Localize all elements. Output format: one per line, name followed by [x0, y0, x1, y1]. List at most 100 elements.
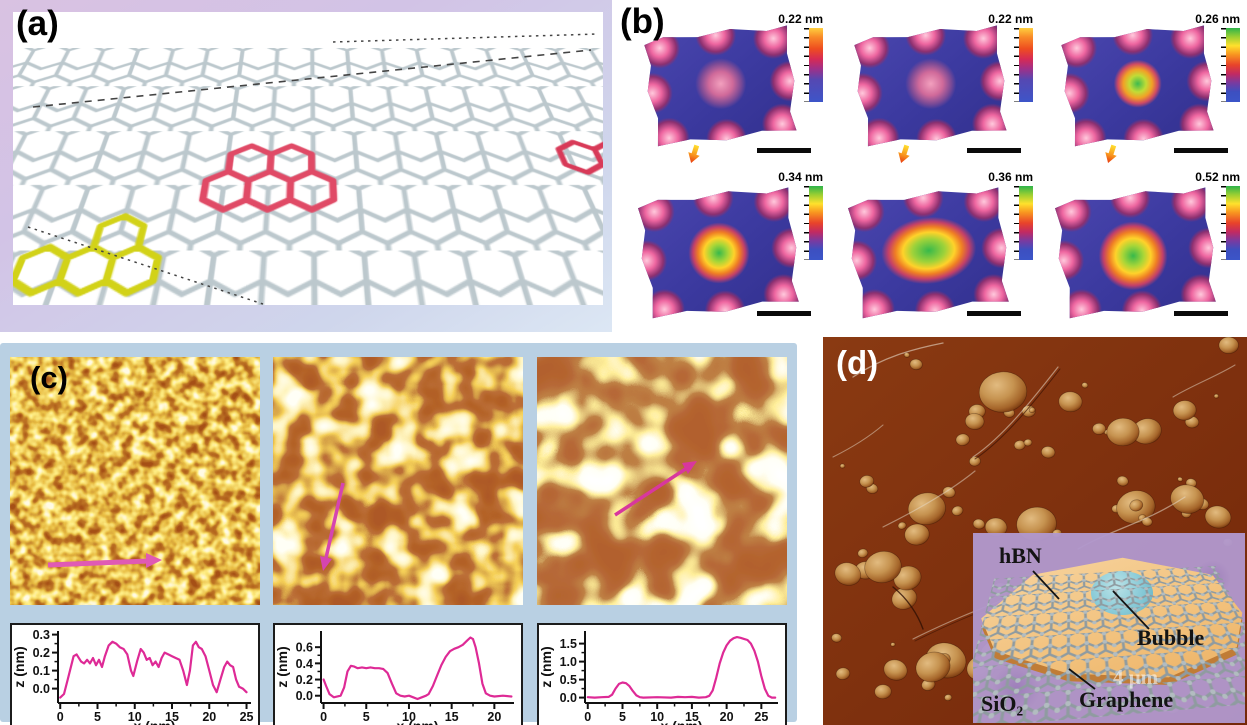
svg-text:5: 5 — [94, 710, 101, 724]
graphene-sheet-3d — [13, 48, 603, 305]
scale-bar — [967, 148, 1021, 153]
svg-text:0.6: 0.6 — [296, 641, 313, 655]
scale-bar — [1174, 148, 1228, 153]
scale-bar — [967, 311, 1021, 316]
colorbar: 0.22 nm — [988, 12, 1033, 102]
colorbar: 0.26 nm — [1195, 12, 1240, 102]
stm-tile-6: 0.52 nm — [1037, 168, 1242, 328]
svg-text:5: 5 — [363, 710, 370, 724]
svg-text:0: 0 — [57, 710, 64, 724]
scale-text: 4 μm — [1113, 665, 1159, 689]
scan-direction-arrow-icon — [898, 144, 910, 164]
stm-tile-3: 0.26 nm — [1037, 10, 1242, 165]
svg-text:z (nm): z (nm) — [539, 646, 554, 687]
svg-text:0.2: 0.2 — [296, 673, 313, 687]
panel-b-label: (b) — [620, 2, 665, 41]
afm-column-3: 0.0 0.5 1.0 1.5 0 5 10 15 20 25 x (nm) z (nm) — [537, 357, 787, 725]
colorbar-label: 0.36 nm — [988, 170, 1033, 184]
graphene-lattice-inset — [973, 566, 1245, 723]
svg-text:1.5: 1.5 — [560, 637, 577, 651]
hbn-label: hBN — [999, 543, 1042, 568]
colorbar-label: 0.22 nm — [988, 12, 1033, 26]
colorbar-label: 0.22 nm — [778, 12, 823, 26]
svg-text:10: 10 — [128, 710, 142, 724]
afm-image-2 — [273, 357, 523, 605]
colorbar: 0.36 nm — [988, 170, 1033, 260]
panel-b: (b) 0.22 nm 0.22 nm 0.26 nm — [612, 0, 1247, 337]
bubble-label: Bubble — [1137, 625, 1205, 650]
colorbar-ticks — [804, 186, 809, 260]
svg-text:25: 25 — [754, 710, 768, 724]
schematic-inset: hBN Bubble Graphene SiO₂ 4 μm — [973, 533, 1245, 723]
graphene-label: Graphene — [1079, 687, 1174, 712]
colorbar-gradient — [1019, 186, 1033, 260]
profile-chart-card-3: 0.0 0.5 1.0 1.5 0 5 10 15 20 25 x (nm) z (nm) — [537, 623, 787, 725]
svg-text:0: 0 — [584, 710, 591, 724]
profile-chart-card-1: 0.0 0.1 0.2 0.3 0 5 10 15 20 25 x (nm) z (nm) — [10, 623, 260, 725]
stm-tile-5: 0.36 nm — [830, 168, 1035, 328]
svg-text:0.0: 0.0 — [296, 689, 313, 703]
colorbar-gradient — [1226, 28, 1240, 102]
stm-tile-2: 0.22 nm — [830, 10, 1035, 165]
colorbar-label: 0.34 nm — [778, 170, 823, 184]
panel-a-label: (a) — [16, 4, 59, 43]
graphene-render — [13, 12, 603, 305]
colorbar-ticks — [1014, 186, 1019, 260]
scale-bar — [757, 148, 811, 153]
profile-chart-2: 0.0 0.2 0.4 0.6 0 5 10 15 20 x (nm) z (nm) — [274, 631, 514, 725]
afm-column-1: 0.0 0.1 0.2 0.3 0 5 10 15 20 25 x (nm) z (nm) — [10, 357, 260, 725]
colorbar: 0.52 nm — [1195, 170, 1240, 260]
stm-tile-4: 0.34 nm — [620, 168, 825, 328]
colorbar-gradient — [1019, 28, 1033, 102]
afm-column-2: 0.0 0.2 0.4 0.6 0 5 10 15 20 x (nm) z (nm) — [273, 357, 523, 725]
svg-text:25: 25 — [240, 710, 254, 724]
svg-text:15: 15 — [445, 710, 459, 724]
colorbar: 0.22 nm — [778, 12, 823, 102]
svg-text:0.4: 0.4 — [296, 657, 313, 671]
panel-d-label: (d) — [836, 344, 879, 381]
svg-text:0.2: 0.2 — [33, 646, 50, 660]
svg-text:20: 20 — [202, 710, 216, 724]
svg-text:5: 5 — [619, 710, 626, 724]
svg-text:x (nm): x (nm) — [661, 718, 703, 725]
colorbar-gradient — [1226, 186, 1240, 260]
svg-text:0.0: 0.0 — [560, 691, 577, 705]
afm-image-3 — [537, 357, 787, 605]
colorbar-gradient — [809, 186, 823, 260]
svg-text:10: 10 — [402, 710, 416, 724]
svg-text:z (nm): z (nm) — [12, 646, 27, 687]
profile-chart-1: 0.0 0.1 0.2 0.3 0 5 10 15 20 25 x (nm) z (nm) — [11, 628, 254, 725]
svg-text:0.0: 0.0 — [33, 682, 50, 696]
colorbar-gradient — [809, 28, 823, 102]
colorbar-ticks — [804, 28, 809, 102]
svg-text:20: 20 — [720, 710, 734, 724]
scale-bar — [1174, 311, 1228, 316]
scale-bar — [757, 311, 811, 316]
svg-text:15: 15 — [685, 710, 699, 724]
svg-text:z (nm): z (nm) — [275, 646, 290, 687]
svg-text:0.1: 0.1 — [33, 664, 50, 678]
svg-text:0.5: 0.5 — [560, 673, 577, 687]
colorbar-label: 0.52 nm — [1195, 170, 1240, 184]
profile-chart-card-2: 0.0 0.2 0.4 0.6 0 5 10 15 20 x (nm) z (nm) — [273, 623, 523, 725]
scan-direction-arrow-icon — [1105, 144, 1117, 164]
svg-text:x (nm): x (nm) — [134, 718, 176, 725]
profile-chart-3: 0.0 0.5 1.0 1.5 0 5 10 15 20 25 x (nm) z (nm) — [538, 631, 778, 725]
panel-d: hBN Bubble Graphene SiO₂ 4 μm — [823, 336, 1247, 725]
svg-text:1.0: 1.0 — [560, 655, 577, 669]
svg-text:10: 10 — [650, 710, 664, 724]
colorbar: 0.34 nm — [778, 170, 823, 260]
svg-text:x (nm): x (nm) — [397, 718, 439, 725]
colorbar-ticks — [1014, 28, 1019, 102]
stm-tile-1: 0.22 nm — [620, 10, 825, 165]
dotted-guide-line — [332, 33, 599, 43]
svg-text:20: 20 — [487, 710, 501, 724]
colorbar-label: 0.26 nm — [1195, 12, 1240, 26]
colorbar-ticks — [1221, 186, 1226, 260]
svg-text:15: 15 — [165, 710, 179, 724]
panel-c: 0.0 0.1 0.2 0.3 0 5 10 15 20 25 x (nm) z (nm) — [0, 343, 797, 725]
panel-a: (a) — [0, 0, 612, 332]
scan-direction-arrow-icon — [688, 144, 700, 164]
svg-text:0.3: 0.3 — [33, 628, 50, 642]
